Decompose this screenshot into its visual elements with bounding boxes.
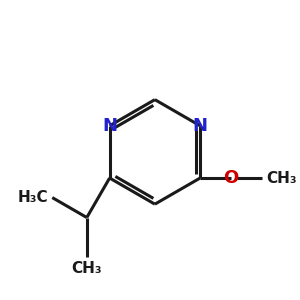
Text: CH₃: CH₃ — [71, 261, 102, 276]
Text: N: N — [102, 117, 117, 135]
Text: N: N — [193, 117, 208, 135]
Text: CH₃: CH₃ — [267, 170, 297, 185]
Text: H₃C: H₃C — [18, 190, 49, 205]
Text: O: O — [223, 169, 238, 187]
